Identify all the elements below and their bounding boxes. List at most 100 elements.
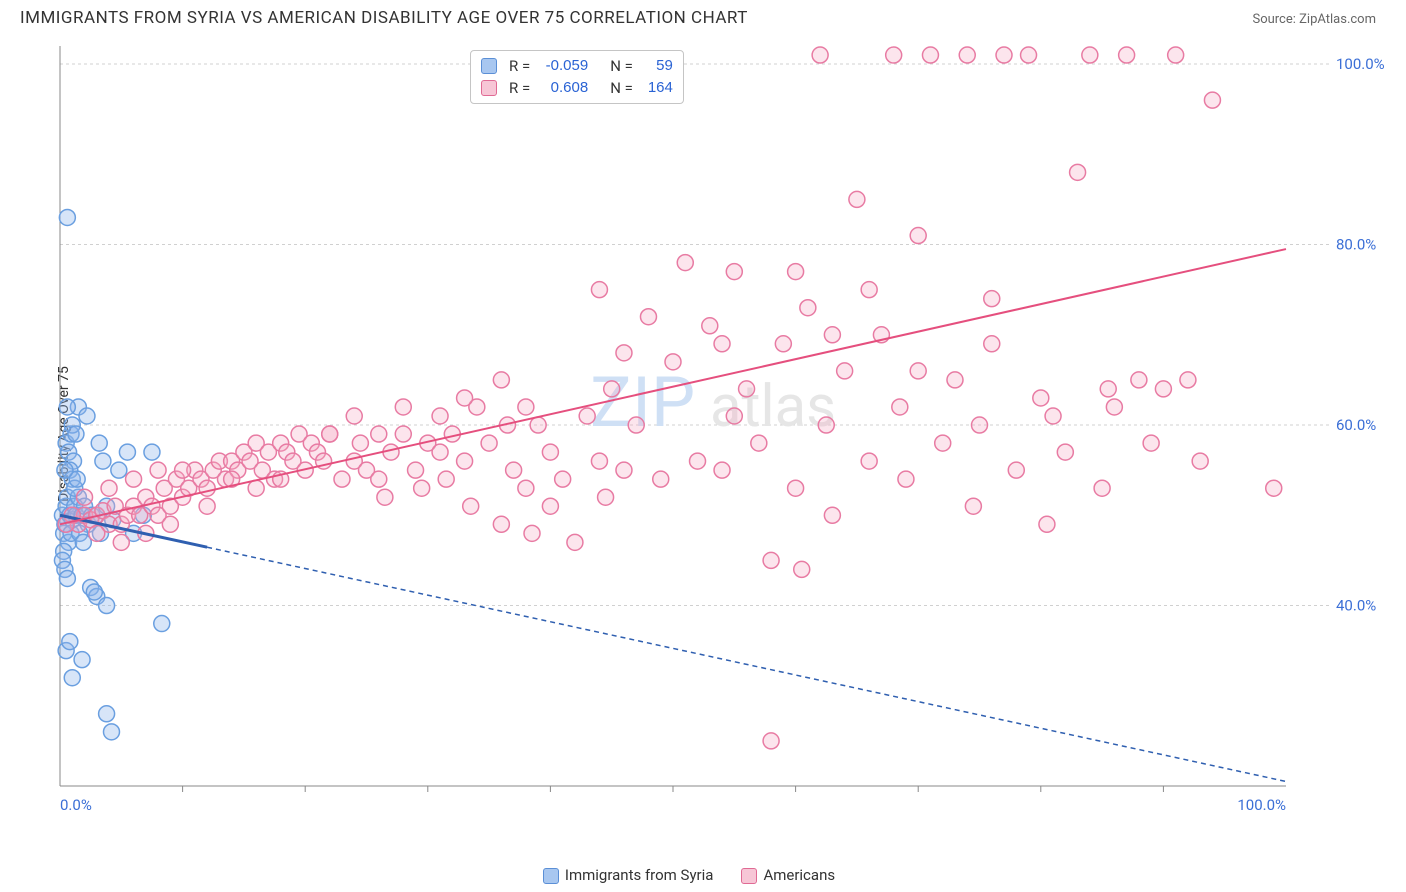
stat-n-label: N =	[610, 77, 633, 99]
scatter-point	[113, 534, 129, 550]
scatter-point	[99, 598, 115, 614]
scatter-point	[1082, 47, 1098, 63]
scatter-point	[1106, 399, 1122, 415]
scatter-point	[1057, 444, 1073, 460]
scatter-point	[1168, 47, 1184, 63]
scatter-point	[79, 408, 95, 424]
scatter-point	[57, 462, 73, 478]
scatter-point	[984, 291, 1000, 307]
scatter-point	[518, 399, 534, 415]
scatter-point	[824, 327, 840, 343]
scatter-point	[175, 462, 191, 478]
y-tick-label: 100.0%	[1336, 55, 1385, 73]
scatter-point	[861, 453, 877, 469]
scatter-point	[984, 336, 1000, 352]
scatter-point	[824, 507, 840, 523]
scatter-plot-svg: ZIP atlas 40.0%60.0%80.0%100.0%0.0%100.0…	[50, 46, 1350, 822]
scatter-point	[371, 471, 387, 487]
scatter-point	[1100, 381, 1116, 397]
scatter-point	[800, 300, 816, 316]
scatter-point	[763, 733, 779, 749]
scatter-point	[91, 435, 107, 451]
scatter-point	[62, 634, 78, 650]
scatter-point	[922, 47, 938, 63]
scatter-point	[1180, 372, 1196, 388]
source-attribution: Source: ZipAtlas.com	[1252, 12, 1376, 27]
scatter-point	[1094, 480, 1110, 496]
scatter-point	[119, 444, 135, 460]
scatter-point	[59, 399, 75, 415]
x-tick-label: 0.0%	[60, 796, 92, 814]
scatter-point	[1045, 408, 1061, 424]
scatter-point	[524, 525, 540, 541]
scatter-point	[1204, 92, 1220, 108]
scatter-point	[861, 282, 877, 298]
scatter-point	[542, 444, 558, 460]
scatter-point	[103, 724, 119, 740]
x-tick-label: 100.0%	[1237, 796, 1286, 814]
scatter-point	[555, 471, 571, 487]
legend-swatch	[481, 58, 497, 74]
scatter-point	[322, 426, 338, 442]
scatter-point	[690, 453, 706, 469]
scatter-point	[739, 381, 755, 397]
scatter-point	[818, 417, 834, 433]
y-tick-label: 80.0%	[1336, 236, 1376, 254]
scatter-point	[346, 408, 362, 424]
scatter-point	[726, 408, 742, 424]
scatter-point	[144, 444, 160, 460]
scatter-point	[150, 462, 166, 478]
y-tick-label: 40.0%	[1336, 597, 1376, 615]
stat-n-label: N =	[610, 55, 633, 77]
legend-item: Immigrants from Syria	[543, 866, 714, 884]
scatter-point	[493, 516, 509, 532]
scatter-point	[438, 471, 454, 487]
watermark-atlas: atlas	[710, 373, 836, 441]
scatter-point	[414, 480, 430, 496]
scatter-point	[463, 498, 479, 514]
scatter-point	[702, 318, 718, 334]
scatter-point	[677, 255, 693, 271]
scatter-point	[591, 282, 607, 298]
scatter-point	[99, 706, 115, 722]
scatter-point	[199, 480, 215, 496]
stat-r-label: R =	[509, 77, 530, 99]
stat-r-value: -0.059	[536, 55, 588, 77]
scatter-point	[101, 480, 117, 496]
scatter-point	[591, 453, 607, 469]
scatter-point	[616, 345, 632, 361]
scatter-point	[837, 363, 853, 379]
scatter-point	[59, 209, 75, 225]
scatter-point	[892, 399, 908, 415]
scatter-point	[1131, 372, 1147, 388]
scatter-point	[1039, 516, 1055, 532]
scatter-point	[457, 453, 473, 469]
scatter-point	[910, 363, 926, 379]
stats-legend-box: R =-0.059N =59R =0.608N =164	[470, 50, 684, 104]
trend-line-dashed	[207, 547, 1286, 781]
scatter-point	[432, 444, 448, 460]
stat-row: R =0.608N =164	[481, 77, 673, 99]
stat-n-value: 164	[639, 77, 673, 99]
scatter-point	[395, 426, 411, 442]
scatter-point	[154, 616, 170, 632]
scatter-point	[910, 228, 926, 244]
scatter-point	[64, 670, 80, 686]
x-axis-legend: Immigrants from Syria Americans	[0, 866, 1406, 884]
scatter-point	[579, 408, 595, 424]
scatter-point	[518, 480, 534, 496]
scatter-point	[68, 426, 84, 442]
scatter-point	[59, 570, 75, 586]
scatter-point	[86, 584, 102, 600]
scatter-point	[714, 462, 730, 478]
scatter-point	[812, 47, 828, 63]
scatter-point	[89, 525, 105, 541]
chart-title: IMMIGRANTS FROM SYRIA VS AMERICAN DISABI…	[20, 8, 748, 28]
scatter-point	[935, 435, 951, 451]
scatter-point	[162, 516, 178, 532]
scatter-point	[628, 417, 644, 433]
scatter-point	[542, 498, 558, 514]
legend-item: Americans	[741, 866, 835, 884]
legend-label: Americans	[763, 866, 835, 884]
scatter-point	[959, 47, 975, 63]
